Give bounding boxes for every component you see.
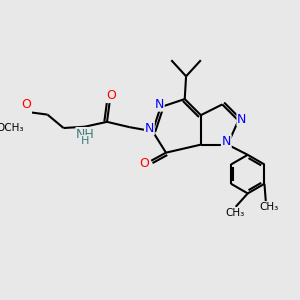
Text: NH: NH: [76, 128, 95, 141]
Text: N: N: [145, 122, 154, 134]
Text: N: N: [222, 135, 231, 148]
Text: N: N: [154, 98, 164, 111]
Text: OCH₃: OCH₃: [0, 123, 24, 133]
Text: H: H: [81, 136, 90, 146]
Text: CH₃: CH₃: [260, 202, 279, 212]
Text: O: O: [106, 89, 116, 102]
Text: O: O: [22, 98, 32, 111]
Text: CH₃: CH₃: [225, 208, 244, 218]
Text: O: O: [139, 157, 149, 170]
Text: N: N: [237, 113, 247, 126]
